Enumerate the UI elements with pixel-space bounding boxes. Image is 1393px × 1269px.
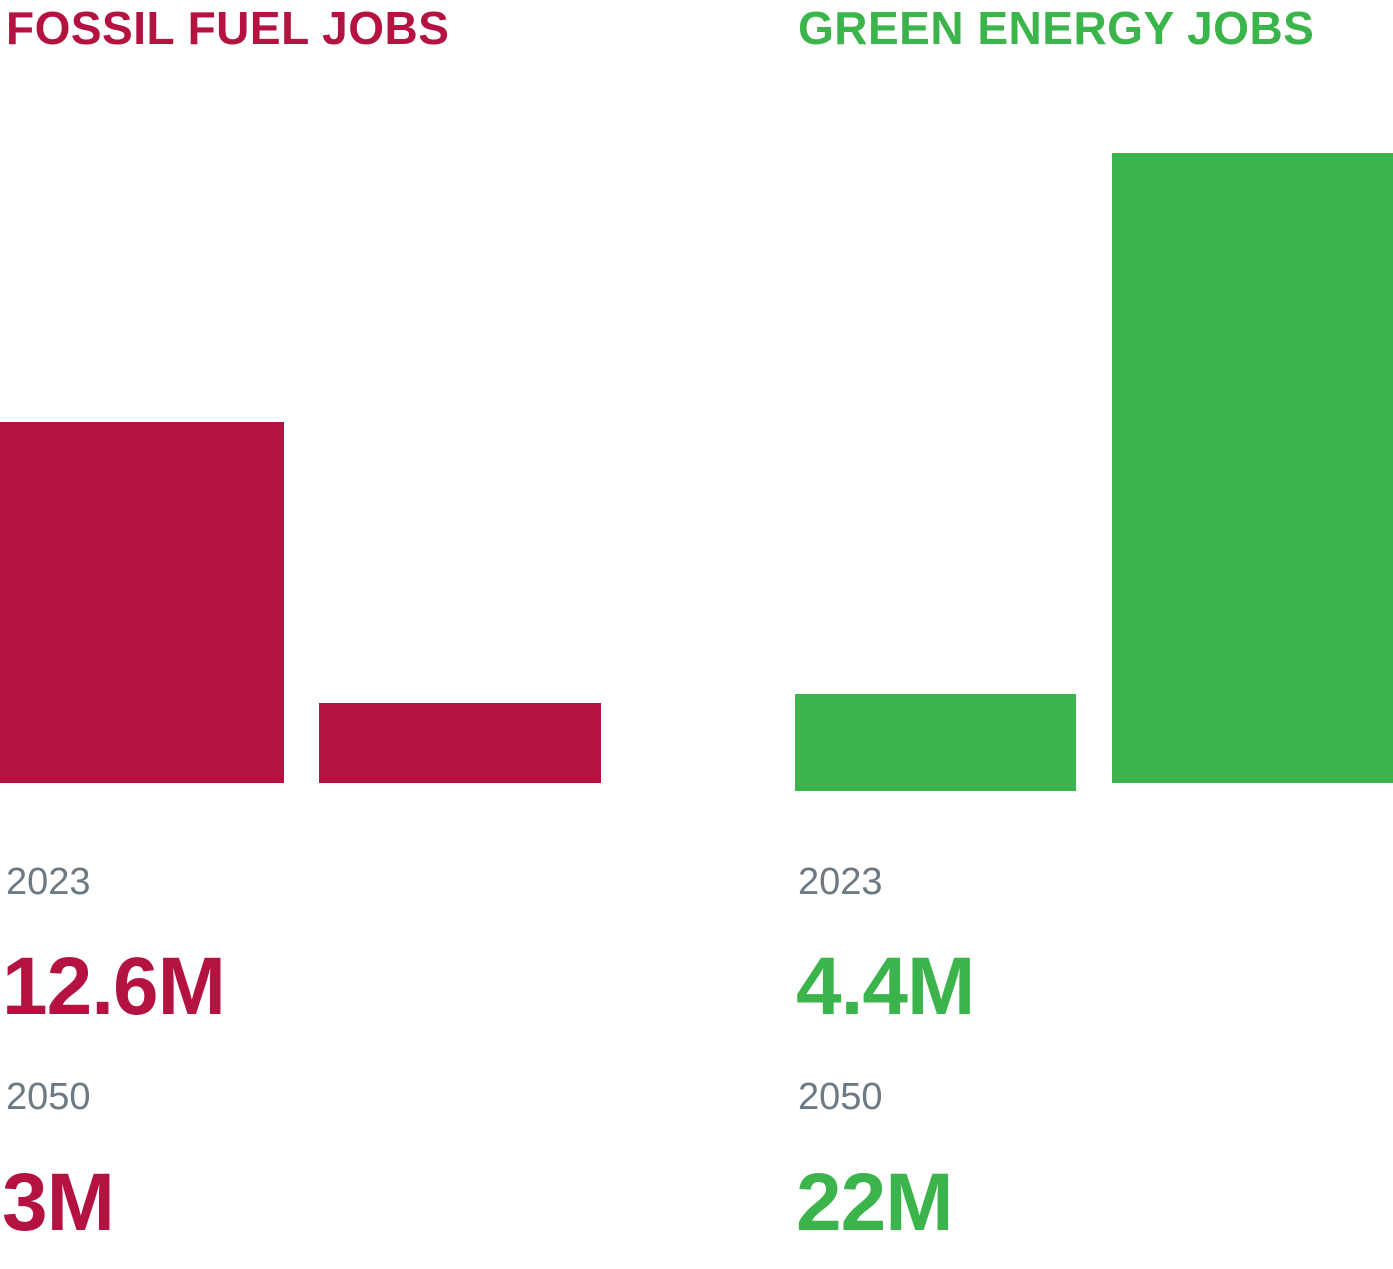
green-bar-2023 (795, 694, 1076, 791)
green-energy-panel: GREEN ENERGY JOBS 2023 4.4M 2050 22M (790, 0, 1393, 1269)
fossil-value-2050: 3M (2, 1157, 115, 1248)
fossil-fuel-panel: FOSSIL FUEL JOBS 2023 12.6M 2050 3M (0, 0, 640, 1269)
green-year-2023: 2023 (798, 861, 883, 903)
fossil-fuel-bars (0, 0, 640, 800)
green-bar-2050 (1112, 153, 1393, 783)
green-energy-title: GREEN ENERGY JOBS (798, 2, 1315, 54)
fossil-bar-2050 (319, 703, 601, 783)
fossil-fuel-title: FOSSIL FUEL JOBS (6, 2, 450, 54)
fossil-year-2023: 2023 (6, 861, 91, 903)
fossil-value-2023: 12.6M (2, 941, 226, 1032)
fossil-bar-2023 (0, 422, 284, 783)
green-value-2050: 22M (796, 1157, 954, 1248)
green-year-2050: 2050 (798, 1076, 883, 1118)
fossil-year-2050: 2050 (6, 1076, 91, 1118)
green-value-2023: 4.4M (796, 941, 975, 1032)
green-energy-bars (790, 0, 1393, 800)
